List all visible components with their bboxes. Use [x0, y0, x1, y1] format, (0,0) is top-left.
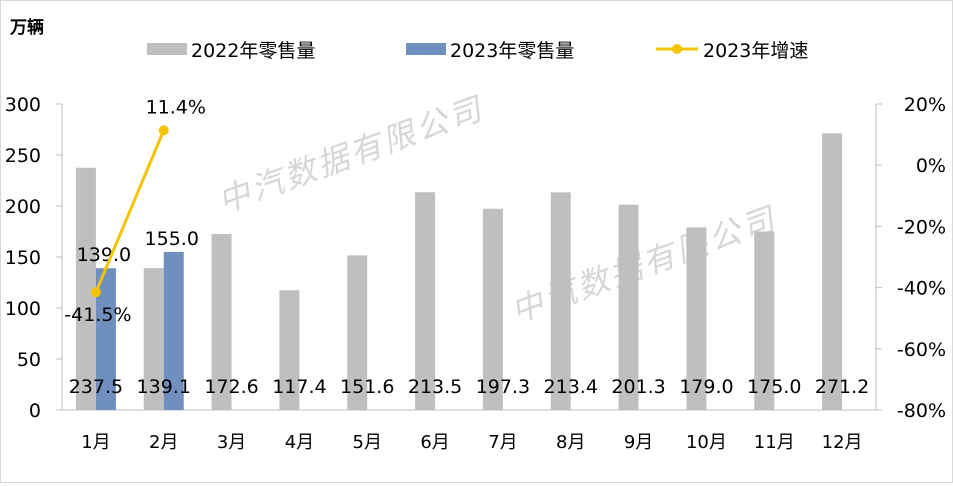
left-tick-label: 100 — [5, 298, 41, 320]
growth-label: 11.4% — [146, 96, 206, 118]
left-tick-label: 0 — [29, 400, 41, 422]
bar-2022 — [822, 133, 843, 410]
legend-label-2023: 2023年零售量 — [450, 40, 574, 62]
data-label-2022: 201.3 — [611, 376, 665, 398]
bar-2022 — [618, 204, 639, 410]
legend-marker-growth — [672, 44, 682, 54]
legend-label-growth: 2023年增速 — [703, 40, 808, 62]
data-label-2022: 271.2 — [815, 376, 869, 398]
legend-swatch-2022 — [147, 43, 187, 55]
bar-2023 — [163, 251, 184, 410]
bar-2022 — [686, 227, 707, 410]
data-label-2022: 117.4 — [272, 376, 326, 398]
bar-2022 — [482, 208, 503, 410]
right-tick-label: -40% — [897, 278, 946, 300]
x-tick-label: 9月 — [624, 432, 653, 453]
x-tick-label: 5月 — [353, 432, 382, 453]
x-tick-label: 2月 — [149, 432, 178, 453]
data-label-2022: 179.0 — [679, 376, 733, 398]
x-tick-label: 8月 — [556, 432, 585, 453]
growth-point — [90, 287, 101, 298]
watermark: 中汽数据有限公司 — [506, 199, 782, 330]
bar-2023 — [95, 268, 116, 410]
bar-2022 — [75, 167, 96, 410]
left-tick-label: 300 — [5, 94, 41, 116]
data-label-2022: 197.3 — [476, 376, 530, 398]
data-label-2023: 155.0 — [145, 228, 199, 250]
data-label-2023: 139.0 — [77, 244, 131, 266]
left-tick-label: 50 — [17, 349, 41, 371]
data-label-2022: 139.1 — [137, 376, 191, 398]
bar-2022 — [347, 255, 368, 410]
left-tick-label: 200 — [5, 196, 41, 218]
right-tick-label: 0% — [916, 155, 946, 177]
x-tick-label: 10月 — [686, 432, 727, 453]
bar-2022 — [754, 231, 775, 410]
data-label-2022: 213.5 — [408, 376, 462, 398]
right-tick-label: 20% — [904, 94, 946, 116]
left-tick-label: 250 — [5, 145, 41, 167]
x-tick-label: 11月 — [754, 432, 795, 453]
right-tick-label: -60% — [897, 339, 946, 361]
data-label-2022: 172.6 — [204, 376, 258, 398]
growth-label: -41.5% — [64, 304, 131, 326]
right-tick-label: -80% — [897, 400, 946, 422]
bar-2022 — [279, 290, 300, 410]
watermark: 中汽数据有限公司 — [213, 89, 489, 220]
left-tick-label: 150 — [5, 247, 41, 269]
growth-line — [94, 129, 166, 293]
data-label-2022: 237.5 — [69, 376, 123, 398]
data-label-2022: 213.4 — [544, 376, 598, 398]
data-label-2022: 151.6 — [340, 376, 394, 398]
bar-2022 — [415, 192, 436, 410]
growth-point — [158, 125, 169, 136]
x-tick-label: 6月 — [420, 432, 449, 453]
x-tick-label: 12月 — [822, 432, 863, 453]
x-tick-label: 7月 — [488, 432, 517, 453]
x-tick-label: 3月 — [217, 432, 246, 453]
bar-2022 — [143, 268, 164, 410]
x-tick-label: 4月 — [285, 432, 314, 453]
bar-2022 — [550, 192, 571, 410]
legend-swatch-2023 — [406, 43, 446, 55]
bar-2022 — [211, 233, 232, 410]
legend-label-2022: 2022年零售量 — [191, 40, 315, 62]
unit-label: 万辆 — [9, 17, 44, 38]
x-tick-label: 1月 — [81, 432, 110, 453]
data-label-2022: 175.0 — [747, 376, 801, 398]
right-tick-label: -20% — [897, 216, 946, 238]
